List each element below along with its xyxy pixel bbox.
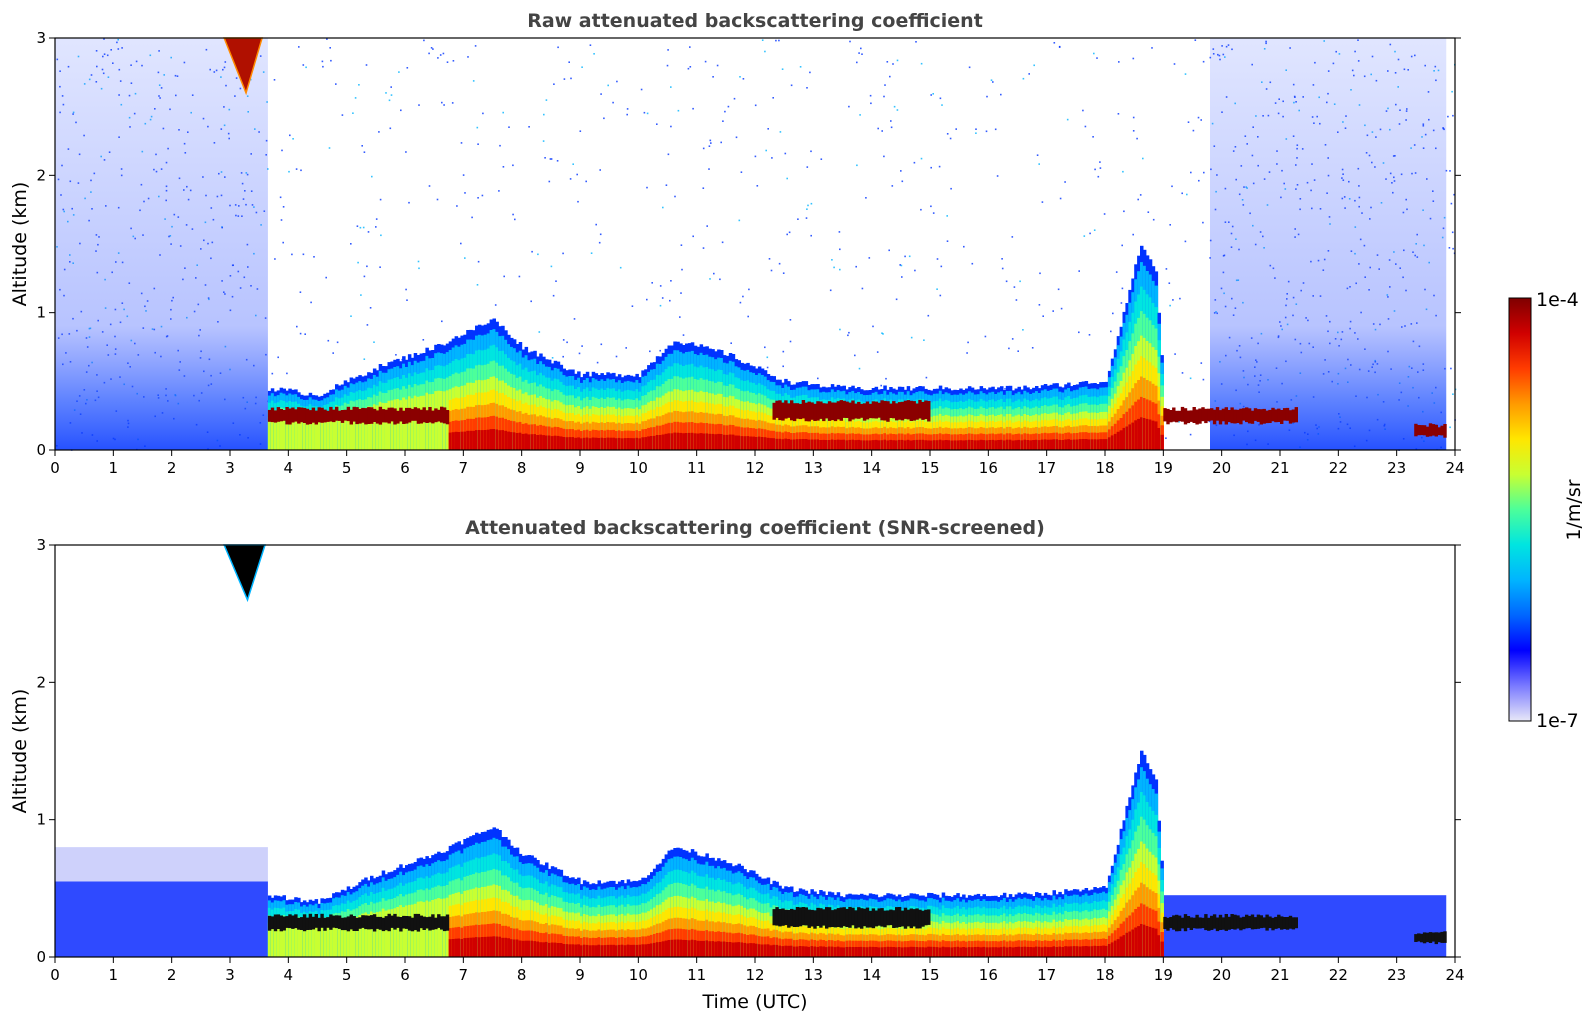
raw-backscatter-panel: Raw attenuated backscattering coefficien… [9, 10, 1465, 477]
x-tick-label: 9 [575, 966, 585, 984]
x-tick-label: 4 [284, 966, 294, 984]
elevated-cloud [223, 544, 267, 603]
panel-1-title: Raw attenuated backscattering coefficien… [527, 10, 983, 32]
x-tick-label: 6 [400, 459, 410, 477]
panel-1-y-axis-label: Altitude (km) [9, 182, 31, 307]
x-tick-label: 16 [979, 459, 998, 477]
x-tick-label: 0 [50, 966, 60, 984]
panel-1-y-ticks: 0 1 2 3 [36, 29, 1461, 459]
residual-layer-band [267, 399, 1447, 438]
x-tick-label: 0 [50, 459, 60, 477]
x-tick-label: 17 [1037, 459, 1056, 477]
y-tick-label: 2 [36, 166, 46, 184]
x-tick-label: 14 [862, 966, 881, 984]
x-tick-label: 8 [517, 459, 527, 477]
snr-screened-backscatter-panel: Attenuated backscattering coefficient (S… [9, 517, 1465, 1013]
x-tick-label: 22 [1329, 459, 1348, 477]
x-tick-label: 20 [1212, 459, 1231, 477]
colorbar-unit-label: 1/m/sr [1563, 479, 1585, 540]
x-tick-label: 19 [1154, 966, 1173, 984]
x-tick-label: 8 [517, 966, 527, 984]
colorbar-max-label: 1e-4 [1536, 289, 1579, 311]
x-tick-label: 4 [284, 459, 294, 477]
y-tick-label: 0 [36, 441, 46, 459]
colorbar: 1e-4 1e-7 1/m/sr [1508, 289, 1585, 732]
x-tick-label: 3 [225, 459, 235, 477]
panel-1-plot-area [55, 37, 1457, 451]
y-tick-label: 0 [36, 948, 46, 966]
y-tick-label: 2 [36, 673, 46, 691]
x-tick-label: 7 [459, 966, 469, 984]
y-tick-label: 3 [36, 536, 46, 554]
night-haze-right [1210, 38, 1447, 450]
panel-2-x-ticks: 0 1 2 3 4 5 6 7 8 9 10 11 12 13 14 15 16 17 18 19 20 21 22 23 24 [50, 957, 1465, 984]
x-tick-label: 3 [225, 966, 235, 984]
x-tick-label: 22 [1329, 966, 1348, 984]
x-axis-label: Time (UTC) [701, 991, 807, 1013]
x-tick-label: 14 [862, 459, 881, 477]
x-tick-label: 11 [687, 966, 706, 984]
panel-1-x-ticks: 0 1 2 3 4 5 6 7 8 9 10 11 12 13 14 15 16 17 18 19 20 21 22 23 24 [50, 450, 1465, 477]
x-tick-label: 2 [167, 966, 177, 984]
x-tick-label: 12 [745, 966, 764, 984]
x-tick-label: 24 [1445, 966, 1464, 984]
x-tick-label: 16 [979, 966, 998, 984]
x-tick-label: 18 [1095, 459, 1114, 477]
residual-layer-band [267, 906, 1447, 945]
x-tick-label: 18 [1095, 966, 1114, 984]
x-tick-label: 21 [1270, 459, 1289, 477]
x-tick-label: 5 [342, 966, 352, 984]
panel-2-plot-area [55, 544, 1447, 957]
x-tick-label: 7 [459, 459, 469, 477]
boundary-layer-field [267, 750, 1164, 957]
x-tick-label: 1 [109, 459, 119, 477]
x-tick-label: 10 [629, 966, 648, 984]
night-haze-left [55, 38, 268, 450]
x-tick-label: 10 [629, 459, 648, 477]
y-tick-label: 3 [36, 29, 46, 47]
panel-2-title: Attenuated backscattering coefficient (S… [465, 517, 1045, 539]
x-tick-label: 15 [920, 966, 939, 984]
panel-2-y-axis-label: Altitude (km) [9, 689, 31, 814]
x-tick-label: 13 [804, 966, 823, 984]
x-tick-label: 15 [920, 459, 939, 477]
x-tick-label: 2 [167, 459, 177, 477]
x-tick-label: 24 [1445, 459, 1464, 477]
x-tick-label: 9 [575, 459, 585, 477]
panel-2-y-ticks: 0 1 2 3 [36, 536, 1461, 966]
x-tick-label: 19 [1154, 459, 1173, 477]
colorbar-min-label: 1e-7 [1536, 710, 1579, 732]
x-tick-label: 13 [804, 459, 823, 477]
x-tick-label: 20 [1212, 966, 1231, 984]
x-tick-label: 17 [1037, 966, 1056, 984]
x-tick-label: 1 [109, 966, 119, 984]
x-tick-label: 11 [687, 459, 706, 477]
x-tick-label: 23 [1387, 459, 1406, 477]
night-haze-left [55, 881, 268, 957]
x-tick-label: 5 [342, 459, 352, 477]
x-tick-label: 12 [745, 459, 764, 477]
y-tick-label: 1 [36, 304, 46, 322]
x-tick-label: 23 [1387, 966, 1406, 984]
x-tick-label: 21 [1270, 966, 1289, 984]
colorbar-gradient [1508, 297, 1532, 722]
x-tick-label: 6 [400, 966, 410, 984]
y-tick-label: 1 [36, 811, 46, 829]
night-haze-left-upper [55, 847, 268, 882]
